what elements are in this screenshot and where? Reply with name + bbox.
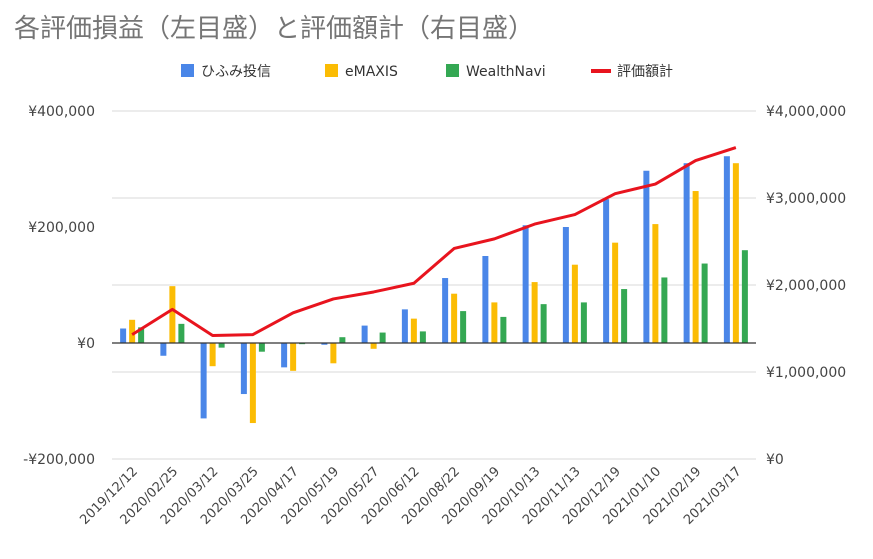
y-left-tick-label: ¥200,000	[28, 220, 95, 236]
bar-wealthnavi	[540, 304, 547, 343]
bar-wealthnavi	[379, 332, 386, 343]
y-left-tick-label: -¥200,000	[23, 452, 95, 468]
legend-label: ひふみ投信	[201, 64, 271, 80]
bar-emaxis	[410, 318, 417, 343]
bar-wealthnavi	[419, 331, 426, 343]
bar-wealthnavi	[460, 311, 467, 343]
bar-emaxis	[571, 264, 578, 343]
bar-ひふみ投信	[401, 309, 408, 343]
legend-label: WealthNavi	[466, 64, 546, 80]
y-right-tick-label: ¥2,000,000	[766, 278, 846, 294]
y-left-tick-label: ¥400,000	[28, 104, 95, 120]
bar-emaxis	[169, 286, 176, 343]
bar-emaxis	[249, 343, 256, 424]
bar-emaxis	[531, 282, 538, 343]
bar-ひふみ投信	[160, 343, 167, 356]
bar-wealthnavi	[500, 316, 507, 343]
y-right-tick-label: ¥1,000,000	[766, 365, 846, 381]
bar-wealthnavi	[178, 323, 185, 343]
bar-emaxis	[330, 343, 337, 364]
bar-ひふみ投信	[442, 278, 449, 343]
bar-ひふみ投信	[482, 256, 489, 343]
legend-swatch	[325, 64, 338, 77]
bar-wealthnavi	[621, 289, 628, 343]
bar-wealthnavi	[339, 337, 346, 343]
bar-ひふみ投信	[281, 343, 288, 368]
bar-ひふみ投信	[522, 225, 529, 343]
bar-ひふみ投信	[361, 325, 368, 343]
legend-swatch	[181, 64, 194, 77]
bar-wealthnavi	[218, 343, 225, 348]
bar-ひふみ投信	[683, 163, 690, 343]
bar-emaxis	[209, 343, 216, 367]
bar-wealthnavi	[741, 250, 748, 343]
bar-ひふみ投信	[562, 227, 569, 343]
bar-emaxis	[652, 224, 659, 343]
bar-emaxis	[612, 242, 619, 343]
bar-wealthnavi	[258, 343, 265, 352]
bar-emaxis	[732, 163, 739, 343]
line-total-value	[131, 146, 737, 337]
legend-swatch	[591, 69, 611, 73]
chart-title: 各評価損益（左目盛）と評価額計（右目盛）	[14, 14, 535, 44]
legend-swatch	[446, 64, 459, 77]
bar-emaxis	[290, 343, 297, 371]
bar-wealthnavi	[701, 263, 708, 343]
bar-emaxis	[491, 302, 498, 343]
bar-wealthnavi	[661, 277, 668, 343]
bar-ひふみ投信	[603, 199, 610, 343]
bar-ひふみ投信	[200, 343, 207, 419]
bar-emaxis	[129, 319, 136, 343]
bar-wealthnavi	[580, 302, 587, 343]
bar-ひふみ投信	[723, 156, 730, 343]
y-left-tick-label: ¥0	[77, 336, 95, 352]
legend-label: 評価額計	[617, 64, 673, 80]
y-right-tick-label: ¥0	[766, 452, 784, 468]
legend-label: eMAXIS	[345, 64, 398, 80]
bar-emaxis	[370, 343, 377, 349]
bar-ひふみ投信	[120, 328, 127, 343]
bar-ひふみ投信	[321, 343, 328, 345]
bar-ひふみ投信	[240, 343, 247, 395]
bar-wealthnavi	[138, 327, 145, 343]
y-right-tick-label: ¥3,000,000	[766, 191, 846, 207]
bar-emaxis	[692, 191, 699, 343]
bar-emaxis	[451, 293, 458, 343]
y-right-tick-label: ¥4,000,000	[766, 104, 846, 120]
bar-ひふみ投信	[643, 170, 650, 343]
